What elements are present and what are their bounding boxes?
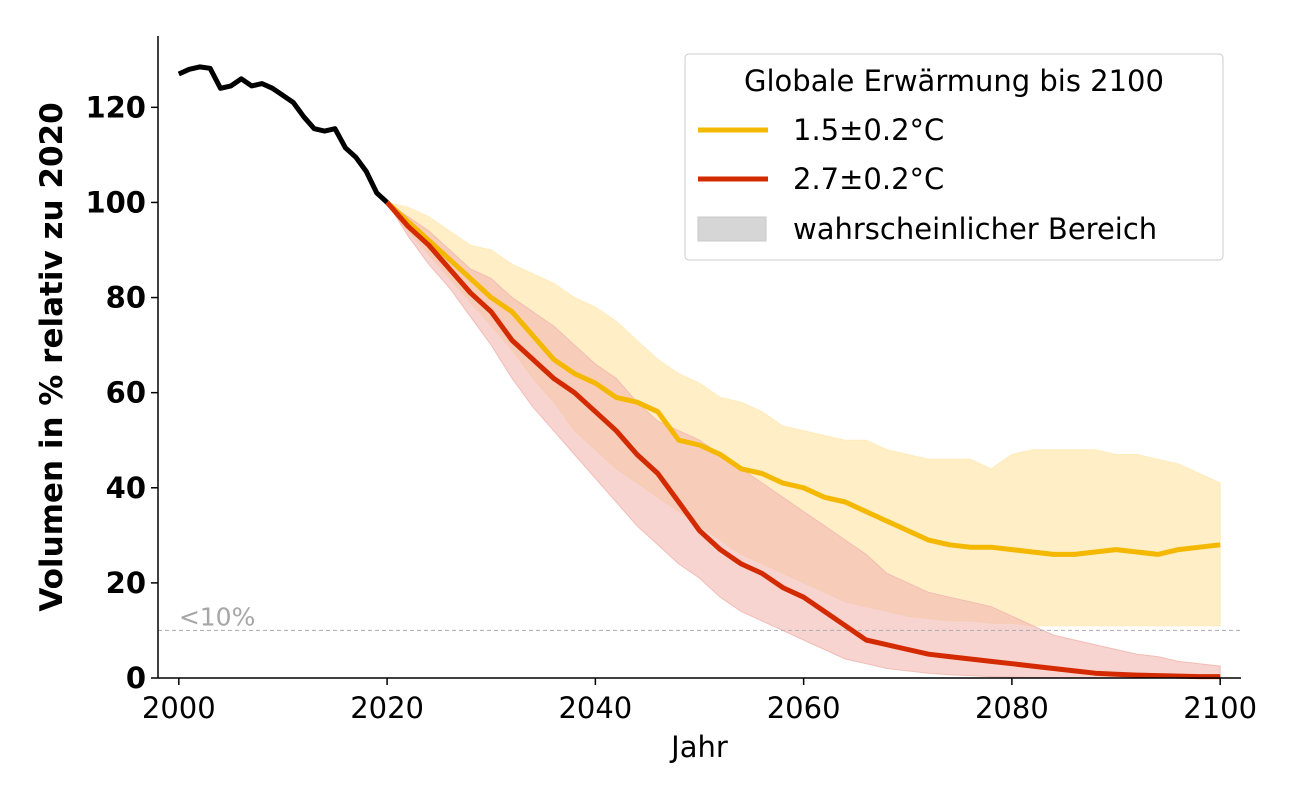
legend-swatch-range xyxy=(697,216,767,242)
threshold-label: <10% xyxy=(179,602,256,631)
legend-title: Globale Erwärmung bis 2100 xyxy=(744,64,1164,98)
x-tick-label: 2100 xyxy=(1183,691,1257,725)
y-tick-label: 60 xyxy=(106,376,146,410)
x-tick-label: 2060 xyxy=(767,691,841,725)
legend-label-2-7: 2.7±0.2°C xyxy=(793,162,944,196)
legend-label-range: wahrscheinlicher Bereich xyxy=(793,212,1157,246)
legend: Globale Erwärmung bis 2100 1.5±0.2°C 2.7… xyxy=(684,53,1224,261)
x-axis-title: Jahr xyxy=(669,730,728,764)
y-axis-title: Volumen in % relativ zu 2020 xyxy=(34,102,70,611)
x-tick-label: 2020 xyxy=(350,691,424,725)
x-tick-label: 2000 xyxy=(142,691,216,725)
y-tick-label: 40 xyxy=(106,471,146,505)
axes xyxy=(157,36,1241,679)
y-tick-label: 0 xyxy=(126,661,146,695)
legend-label-1-5: 1.5±0.2°C xyxy=(793,113,944,147)
threshold-group: <10% xyxy=(158,602,1241,631)
y-tick-label: 100 xyxy=(85,185,146,219)
series-lines xyxy=(177,64,1221,680)
line-2-7 xyxy=(385,200,1221,680)
y-tick-label: 20 xyxy=(106,566,146,600)
y-tick-label: 120 xyxy=(85,90,146,124)
y-tick-label: 80 xyxy=(106,281,146,315)
historical-line xyxy=(177,64,389,205)
y-ticks: 0 20 40 60 80 100 120 xyxy=(85,90,158,695)
legend-frame xyxy=(684,53,1224,261)
line-1-5 xyxy=(385,200,1221,557)
x-tick-label: 2040 xyxy=(558,691,632,725)
uncertainty-bands xyxy=(385,201,1221,679)
x-ticks: 2000 2020 2040 2060 2080 2100 xyxy=(142,678,1257,725)
x-tick-label: 2080 xyxy=(975,691,1049,725)
